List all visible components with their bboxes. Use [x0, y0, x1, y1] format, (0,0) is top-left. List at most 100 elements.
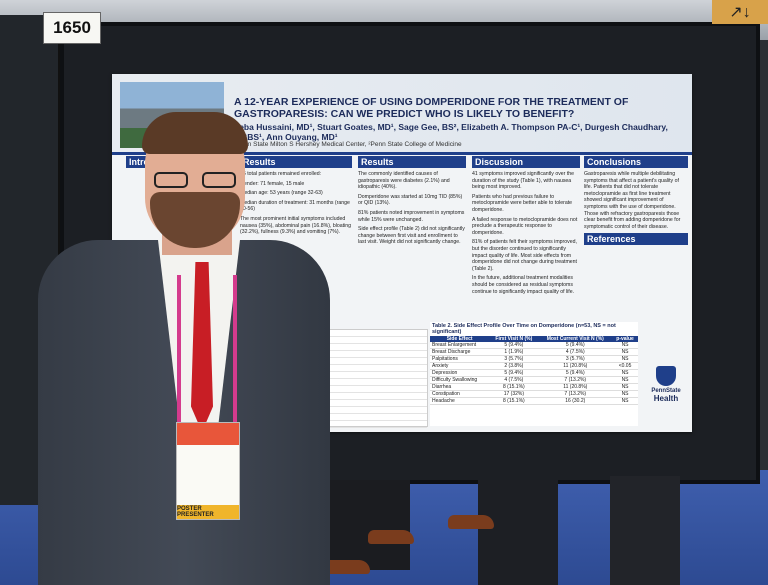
table-cell: NS — [612, 342, 638, 349]
badge-header — [177, 423, 239, 445]
results-text-2: The commonly identified causes of gastro… — [358, 171, 466, 246]
table-cell: Anxiety — [430, 362, 490, 370]
references-heading: References — [584, 233, 688, 246]
table-cell: 5 (9.4%) — [538, 369, 613, 377]
discussion-line: Patients who had previous failure to met… — [472, 193, 573, 213]
table-cell: Diarrhea — [430, 383, 490, 391]
logo-name: PennState — [651, 388, 681, 394]
table-cell: 4 (7.5%) — [538, 348, 613, 356]
table-cell: NS — [612, 390, 638, 398]
table-cell: 7 (13.2%) — [538, 376, 613, 384]
table-row: Headache 8 (15.1%) 16 (30.2) NS — [430, 397, 638, 405]
results2-line: The commonly identified causes of gastro… — [358, 171, 450, 191]
discussion-line: 41 symptoms improved significantly over … — [472, 171, 575, 191]
results-column-2: Results The commonly identified causes o… — [358, 156, 466, 426]
shoe — [448, 515, 494, 529]
results-heading-1: Results — [240, 156, 352, 168]
badge-label: POSTER PRESENTER — [177, 505, 239, 519]
table-cell: NS — [612, 348, 638, 356]
shoe — [368, 530, 414, 544]
table-row: Palpitations 3 (5.7%) 3 (5.7%) NS — [430, 355, 638, 363]
poster-affiliation: ¹Penn State Milton S Hershey Medical Cen… — [234, 141, 462, 148]
background-person-legs — [330, 480, 410, 570]
presenter: POSTER PRESENTER — [30, 110, 340, 585]
discussion-column: Discussion 41 symptoms improved signific… — [472, 156, 580, 426]
table-cell: NS — [612, 376, 638, 384]
table-cell: 16 (30.2) — [538, 397, 613, 405]
table-cell: Constipation — [430, 390, 490, 398]
table-cell: 11 (20.8%) — [538, 362, 613, 370]
conclusions-text: Gastroparesis while multiple debilitatin… — [584, 171, 688, 230]
table-cell: 3 (5.7%) — [538, 355, 613, 363]
table-1-graphic — [318, 329, 428, 428]
table-row: Constipation 17 (32%) 7 (13.2%) NS — [430, 390, 638, 398]
table-cell: 1 (1.9%) — [489, 348, 539, 356]
table-cell: 7 (13.2%) — [538, 390, 613, 398]
results2-line: 81% patients noted improvement in sympto… — [358, 209, 465, 223]
table-cell: 4 (7.5%) — [489, 376, 539, 384]
table-row: Breast Discharge 1 (1.9%) 4 (7.5%) NS — [430, 348, 638, 356]
table-cell: Breast Enlargement — [430, 342, 490, 349]
booth-number-sign: 1650 — [43, 12, 101, 44]
table-cell: 5 (9.4%) — [538, 342, 613, 349]
table-header: p-value — [612, 336, 638, 342]
table-2: Side Effect First Visit N (%) Most Curre… — [430, 336, 638, 405]
table-cell: NS — [612, 355, 638, 363]
results-text-1: 86 total patients remained enrolled: Gen… — [240, 171, 352, 236]
table-cell: 8 (15.1%) — [489, 397, 539, 405]
conclusions-heading: Conclusions — [584, 156, 688, 168]
table-cell: NS — [612, 397, 638, 405]
background-person-legs — [478, 480, 558, 585]
discussion-text: 41 symptoms improved significantly over … — [472, 171, 580, 295]
table-row: Diarrhea 8 (15.1%) 11 (20.8%) NS — [430, 383, 638, 391]
table-cell: 5 (9.4%) — [489, 342, 539, 349]
table-cell: 8 (15.1%) — [489, 383, 539, 391]
results1-line: Median duration of treatment: 31 months … — [240, 199, 350, 213]
table-cell: Palpitations — [430, 355, 490, 363]
table-cell: 17 (32%) — [489, 390, 539, 398]
table-cell: 2 (3.8%) — [489, 362, 539, 370]
table-cell: NS — [612, 369, 638, 377]
table-cell: 11 (20.8%) — [538, 383, 613, 391]
glasses-icon — [154, 172, 236, 190]
table-cell: <0.05 — [612, 362, 638, 370]
results1-line: Gender: 71 female, 15 male — [240, 180, 305, 187]
table-cell: Headache — [430, 397, 490, 405]
exit-sign: ↗↓ — [712, 0, 768, 24]
poster-authors: Zeba Hussaini, MD¹, Stuart Goates, MD¹, … — [234, 122, 668, 142]
side-effect-table: Table 2. Side Effect Profile Over Time o… — [430, 322, 638, 426]
hair — [142, 112, 248, 154]
red-tie — [191, 262, 213, 432]
results1-line: Median age: 53 years (range 32-63) — [240, 190, 323, 197]
results1-line: 86 total patients remained enrolled: — [240, 171, 322, 177]
discussion-line: In the future, additional treatment moda… — [472, 275, 575, 295]
name-badge: POSTER PRESENTER — [176, 422, 240, 520]
table-row: Depression 5 (9.4%) 5 (9.4%) NS — [430, 369, 638, 377]
nittany-lion-shield-icon — [656, 366, 676, 386]
results-heading-2: Results — [358, 156, 466, 168]
conclusions-line: Gastroparesis while multiple debilitatin… — [584, 171, 681, 230]
table-row: Breast Enlargement 5 (9.4%) 5 (9.4%) NS — [430, 342, 638, 349]
table-cell: NS — [612, 383, 638, 391]
table-row: Anxiety 2 (3.8%) 11 (20.8%) <0.05 — [430, 362, 638, 370]
background-person-legs — [610, 476, 680, 585]
lanyard — [177, 275, 237, 425]
results-column-1: Results 86 total patients remained enrol… — [240, 156, 352, 426]
results1-line: The most prominent initial symptoms incl… — [240, 215, 352, 236]
discussion-line: 81% of patients felt their symptoms impr… — [472, 239, 577, 272]
discussion-heading: Discussion — [472, 156, 580, 168]
poster-title: A 12-YEAR EXPERIENCE OF USING DOMPERIDON… — [234, 96, 629, 120]
conclusions-column: Conclusions Gastroparesis while multiple… — [584, 156, 688, 426]
table-cell: Depression — [430, 369, 490, 377]
table-header: Most Current Visit N (%) — [538, 336, 613, 342]
table-cell: Difficulty Swallowing — [430, 376, 490, 384]
discussion-line: A failed response to metoclopramide does… — [472, 216, 578, 236]
table-cell: 5 (9.4%) — [489, 369, 539, 377]
logo-health: Health — [653, 394, 679, 403]
results2-line: Domperidone was started at 10mg TID (85%… — [358, 193, 463, 207]
table-row: Difficulty Swallowing 4 (7.5%) 7 (13.2%) NS — [430, 376, 638, 384]
table-header: Side Effect — [430, 336, 490, 342]
table-header: First Visit N (%) — [489, 336, 539, 342]
shoe — [324, 560, 370, 574]
